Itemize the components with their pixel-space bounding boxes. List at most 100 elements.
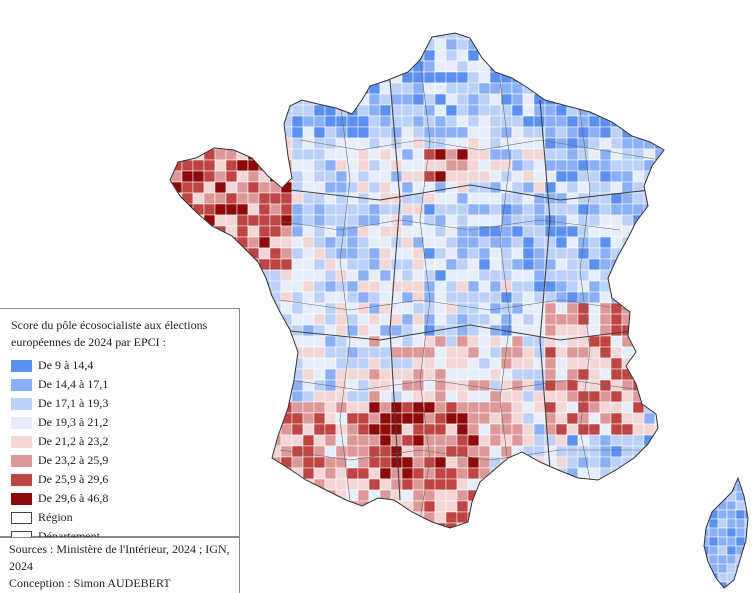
epci-cell: [170, 33, 172, 40]
epci-cell: [555, 434, 568, 447]
epci-cell: [621, 247, 634, 260]
epci-cell: [423, 434, 436, 447]
epci-cell: [522, 247, 535, 260]
epci-cell: [192, 291, 205, 304]
epci-cell: [368, 71, 381, 84]
epci-cell: [247, 467, 260, 480]
epci-cell: [214, 291, 227, 304]
epci-cell: [588, 82, 601, 95]
epci-cell: [744, 572, 748, 583]
epci-cell: [666, 149, 677, 160]
epci-cell: [588, 203, 601, 216]
epci-cell: [599, 346, 612, 359]
epci-cell: [610, 489, 623, 502]
epci-cell: [555, 401, 568, 414]
epci-cell: [478, 104, 491, 117]
epci-cell: [280, 379, 293, 392]
epci-cell: [456, 489, 469, 502]
epci-cell: [324, 159, 337, 172]
epci-cell: [357, 236, 370, 249]
epci-cell: [744, 478, 748, 484]
epci-cell: [390, 71, 403, 84]
epci-cell: [533, 115, 546, 128]
epci-cell: [726, 518, 737, 529]
epci-cell: [467, 115, 480, 128]
epci-cell: [434, 456, 447, 469]
epci-cell: [434, 445, 447, 458]
epci-cell: [346, 390, 359, 403]
epci-cell: [666, 457, 677, 468]
epci-cell: [324, 434, 337, 447]
epci-cell: [203, 170, 216, 183]
epci-cell: [302, 445, 315, 458]
epci-cell: [489, 412, 502, 425]
epci-cell: [632, 302, 645, 315]
epci-cell: [666, 259, 677, 270]
epci-cell: [610, 324, 623, 337]
epci-cell: [666, 248, 677, 259]
epci-cell: [599, 181, 612, 194]
epci-cell: [379, 368, 392, 381]
epci-cell: [610, 49, 623, 62]
epci-cell: [423, 192, 436, 205]
epci-cell: [717, 554, 728, 565]
epci-cell: [445, 291, 458, 304]
epci-cell: [610, 71, 623, 84]
epci-cell: [544, 115, 557, 128]
epci-cell: [500, 33, 513, 40]
epci-cell: [654, 489, 664, 502]
epci-cell: [643, 379, 656, 392]
epci-cell: [390, 412, 403, 425]
epci-cell: [704, 509, 710, 520]
epci-cell: [632, 170, 645, 183]
epci-cell: [654, 33, 664, 40]
epci-cell: [588, 511, 601, 524]
epci-cell: [280, 192, 293, 205]
epci-cell: [401, 467, 414, 480]
epci-cell: [269, 280, 282, 293]
epci-cell: [599, 214, 612, 227]
epci-cell: [181, 115, 194, 128]
epci-cell: [302, 280, 315, 293]
epci-cell: [346, 401, 359, 414]
epci-cell: [511, 478, 524, 491]
epci-cell: [280, 49, 293, 62]
epci-cell: [379, 82, 392, 95]
epci-cell: [357, 225, 370, 238]
epci-cell: [544, 93, 557, 106]
epci-cell: [357, 126, 370, 139]
epci-cell: [511, 291, 524, 304]
epci-cell: [522, 335, 535, 348]
epci-cell: [313, 412, 326, 425]
epci-cell: [280, 214, 293, 227]
epci-cell: [643, 126, 656, 139]
epci-cell: [643, 390, 656, 403]
epci-cell: [456, 302, 469, 315]
epci-cell: [500, 313, 513, 326]
epci-cell: [511, 225, 524, 238]
epci-cell: [269, 511, 282, 524]
epci-cell: [632, 104, 645, 117]
epci-cell: [269, 225, 282, 238]
epci-cell: [489, 236, 502, 249]
epci-cell: [335, 192, 348, 205]
epci-cell: [302, 412, 315, 425]
epci-cell: [291, 401, 304, 414]
epci-cell: [390, 126, 403, 139]
epci-cell: [291, 269, 304, 282]
epci-cell: [717, 518, 728, 529]
epci-cell: [533, 412, 546, 425]
epci-cell: [247, 291, 260, 304]
epci-cell: [379, 214, 392, 227]
epci-cell: [258, 324, 271, 337]
epci-cell: [588, 313, 601, 326]
epci-cell: [181, 170, 194, 183]
epci-cell: [401, 137, 414, 150]
epci-cell: [622, 534, 633, 545]
epci-cell: [313, 280, 326, 293]
epci-cell: [280, 148, 293, 161]
epci-cell: [236, 214, 249, 227]
epci-cell: [555, 159, 568, 172]
epci-cell: [511, 368, 524, 381]
epci-cell: [511, 236, 524, 249]
